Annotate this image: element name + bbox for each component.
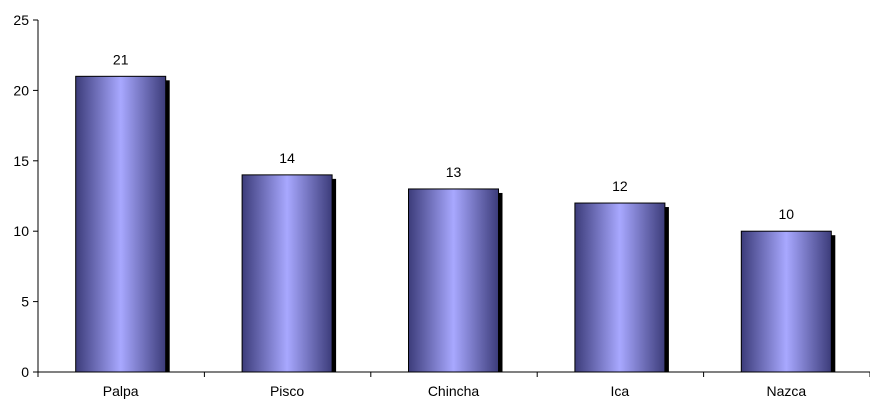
data-label-chincha: 13 [446,164,462,180]
y-tick-labels: 0 5 10 15 20 25 [13,12,29,380]
y-tick-label-5: 5 [21,294,29,310]
bar-pisco [241,174,333,373]
data-label-pisco: 14 [279,150,295,166]
x-tick-label-nazca: Nazca [766,383,806,399]
x-tick-label-ica: Ica [611,383,630,399]
x-tick-label-pisco: Pisco [270,383,304,399]
data-labels: 21 14 13 12 10 [113,51,794,222]
x-tick-label-chincha: Chincha [428,383,480,399]
bar-chincha [408,188,499,373]
y-tick-label-25: 25 [13,12,29,28]
axes [33,19,870,377]
bar-ica [574,202,666,373]
data-label-ica: 12 [612,178,628,194]
y-tick-label-15: 15 [13,153,29,169]
bars [75,75,832,373]
data-label-palpa: 21 [113,51,129,67]
data-label-nazca: 10 [779,206,795,222]
bar-palpa [75,75,167,373]
y-tick-label-20: 20 [13,82,29,98]
y-tick-label-10: 10 [13,223,29,239]
x-tick-label-palpa: Palpa [103,383,139,399]
x-tick-labels: Palpa Pisco Chincha Ica Nazca [103,383,807,399]
y-tick-label-0: 0 [21,364,29,380]
bar-nazca [740,230,832,373]
